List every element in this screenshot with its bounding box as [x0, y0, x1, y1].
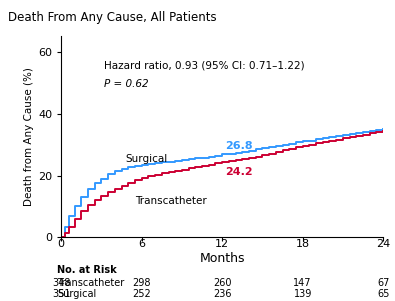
Text: 12: 12 — [215, 239, 229, 249]
Text: 67: 67 — [377, 278, 389, 288]
Y-axis label: Death from Any Cause (%): Death from Any Cause (%) — [24, 67, 34, 206]
Text: 236: 236 — [213, 289, 231, 299]
Text: Months: Months — [199, 252, 245, 265]
Text: 6: 6 — [138, 239, 145, 249]
Text: Death From Any Cause, All Patients: Death From Any Cause, All Patients — [8, 11, 216, 23]
Text: Transcatheter: Transcatheter — [57, 278, 124, 288]
Text: P = 0.62: P = 0.62 — [104, 79, 149, 89]
Text: 147: 147 — [293, 278, 312, 288]
Text: Transcatheter: Transcatheter — [135, 196, 207, 206]
Text: Surgical: Surgical — [57, 289, 96, 299]
Text: 65: 65 — [377, 289, 389, 299]
Text: 0: 0 — [58, 239, 65, 249]
Text: 252: 252 — [132, 289, 151, 299]
Text: 139: 139 — [293, 289, 312, 299]
Text: 351: 351 — [52, 289, 70, 299]
Text: Hazard ratio, 0.93 (95% CI: 0.71–1.22): Hazard ratio, 0.93 (95% CI: 0.71–1.22) — [104, 61, 305, 71]
Text: No. at Risk: No. at Risk — [57, 265, 117, 275]
Text: Surgical: Surgical — [126, 154, 168, 164]
Text: 348: 348 — [52, 278, 70, 288]
Text: 26.8: 26.8 — [225, 141, 252, 151]
Text: 24.2: 24.2 — [225, 167, 252, 177]
Text: 260: 260 — [213, 278, 231, 288]
Text: 298: 298 — [132, 278, 151, 288]
Text: 24: 24 — [376, 239, 390, 249]
Text: 18: 18 — [295, 239, 310, 249]
